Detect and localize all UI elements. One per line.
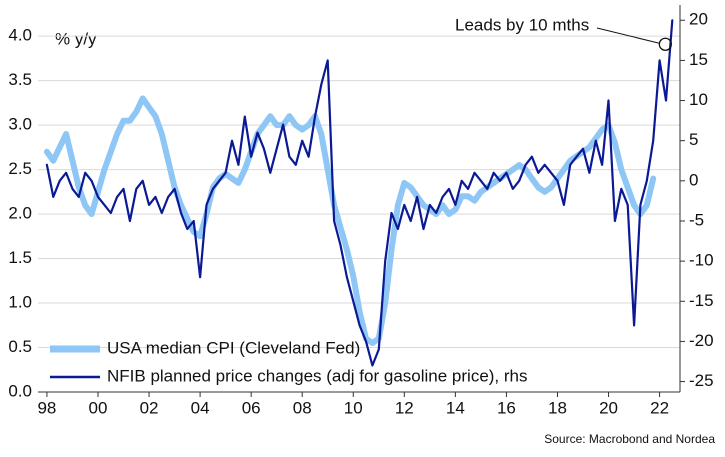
y-tick-label: 2.0	[8, 204, 32, 223]
y-tick-label: 1.5	[8, 248, 32, 267]
y2-tick-label: -15	[689, 291, 714, 310]
source: Source: Macrobond and Nordea	[544, 432, 715, 446]
annotation: Leads by 10 mths	[455, 15, 589, 34]
x-tick-label: 20	[599, 398, 618, 417]
x-tick-label: 14	[446, 398, 465, 417]
series-line	[43, 95, 657, 347]
y-axis-label: % y/y	[55, 29, 97, 48]
x-tick-label: 10	[344, 398, 363, 417]
x-tick-label: 18	[548, 398, 567, 417]
legend-label: NFIB planned price changes (adj for gaso…	[107, 366, 528, 385]
y-tick-label: 1.0	[8, 293, 32, 312]
x-tick-label: 98	[37, 398, 56, 417]
y2-tick-label: -5	[689, 210, 704, 229]
y-tick-label: 3.0	[8, 115, 32, 134]
x-tick-label: 06	[242, 398, 261, 417]
x-tick-label: 16	[497, 398, 516, 417]
y2-tick-label: 0	[689, 170, 698, 189]
highlight-circle	[658, 37, 672, 51]
x-tick-label: 00	[89, 398, 108, 417]
y-tick-label: 3.5	[8, 70, 32, 89]
y-tick-label: 4.0	[8, 26, 32, 45]
y2-tick-label: 20	[689, 10, 708, 29]
y2-tick-label: 15	[689, 50, 708, 69]
series-line	[45, 19, 674, 367]
x-tick-label: 04	[191, 398, 210, 417]
y-tick-label: 0.5	[8, 337, 32, 356]
x-tick-label: 08	[293, 398, 312, 417]
annotation-leader	[596, 27, 660, 44]
y-tick-label: 2.5	[8, 159, 32, 178]
y2-tick-label: 10	[689, 90, 708, 109]
y2-tick-label: -25	[689, 371, 714, 390]
legend-label: USA median CPI (Cleveland Fed)	[107, 338, 360, 357]
x-tick-label: 22	[650, 398, 669, 417]
x-tick-label: 12	[395, 398, 414, 417]
y-tick-label: 0.0	[8, 381, 32, 400]
y2-tick-label: 5	[689, 130, 698, 149]
x-tick-label: 02	[140, 398, 159, 417]
y2-tick-label: -10	[689, 251, 714, 270]
y2-tick-label: -20	[689, 331, 714, 350]
